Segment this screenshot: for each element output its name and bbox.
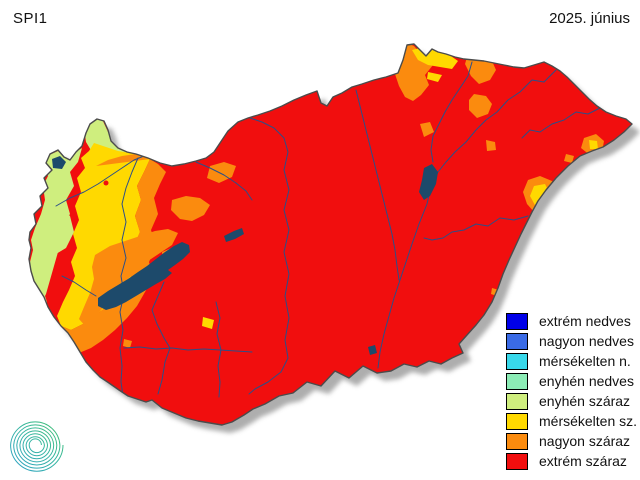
- legend-label: extrém nedves: [539, 313, 631, 329]
- legend-row: extrém száraz: [506, 451, 637, 471]
- lakes: [52, 156, 438, 355]
- legend-swatch-very-wet: [506, 332, 528, 350]
- zone-extreme-dry-dot: [103, 180, 109, 186]
- legend-row: nagyon száraz: [506, 431, 637, 451]
- country-border: [28, 43, 633, 426]
- lake-ferto: [52, 156, 66, 169]
- legend-swatch-very-dry: [506, 432, 528, 450]
- legend-swatch-moderately-wet: [506, 352, 528, 370]
- legend-row: enyhén nedves: [506, 371, 637, 391]
- legend-label: nagyon nedves: [539, 333, 634, 349]
- legend-row: mérsékelten sz.: [506, 411, 637, 431]
- legend-row: enyhén száraz: [506, 391, 637, 411]
- lake-tisza: [419, 164, 438, 200]
- met-spiral-logo-icon: [10, 421, 64, 472]
- legend-row: mérsékelten n.: [506, 351, 637, 371]
- small-lake-dot: [368, 345, 377, 355]
- legend-label: extrém száraz: [539, 453, 627, 469]
- legend-row: extrém nedves: [506, 311, 637, 331]
- legend-label: mérsékelten sz.: [539, 413, 638, 429]
- legend-swatch-slightly-wet: [506, 372, 528, 390]
- date-label: 2025. június: [549, 10, 630, 27]
- legend-row: nagyon nedves: [506, 331, 637, 351]
- page-title: SPI1: [13, 10, 48, 27]
- legend-swatch-moderately-dry: [506, 412, 528, 430]
- legend-label: nagyon száraz: [539, 433, 631, 449]
- legend-swatch-extreme-wet: [506, 312, 528, 330]
- legend-swatch-extreme-dry: [506, 452, 528, 470]
- legend-swatch-slightly-dry: [506, 392, 528, 410]
- legend-label: mérsékelten n.: [539, 353, 631, 369]
- legend-label: enyhén nedves: [539, 373, 634, 389]
- legend: extrém nedves nagyon nedves mérsékelten …: [506, 311, 637, 471]
- lake-velence: [224, 228, 244, 242]
- legend-label: enyhén száraz: [539, 393, 631, 409]
- zone-moderately-dry: [57, 143, 214, 330]
- lake-balaton: [98, 242, 190, 310]
